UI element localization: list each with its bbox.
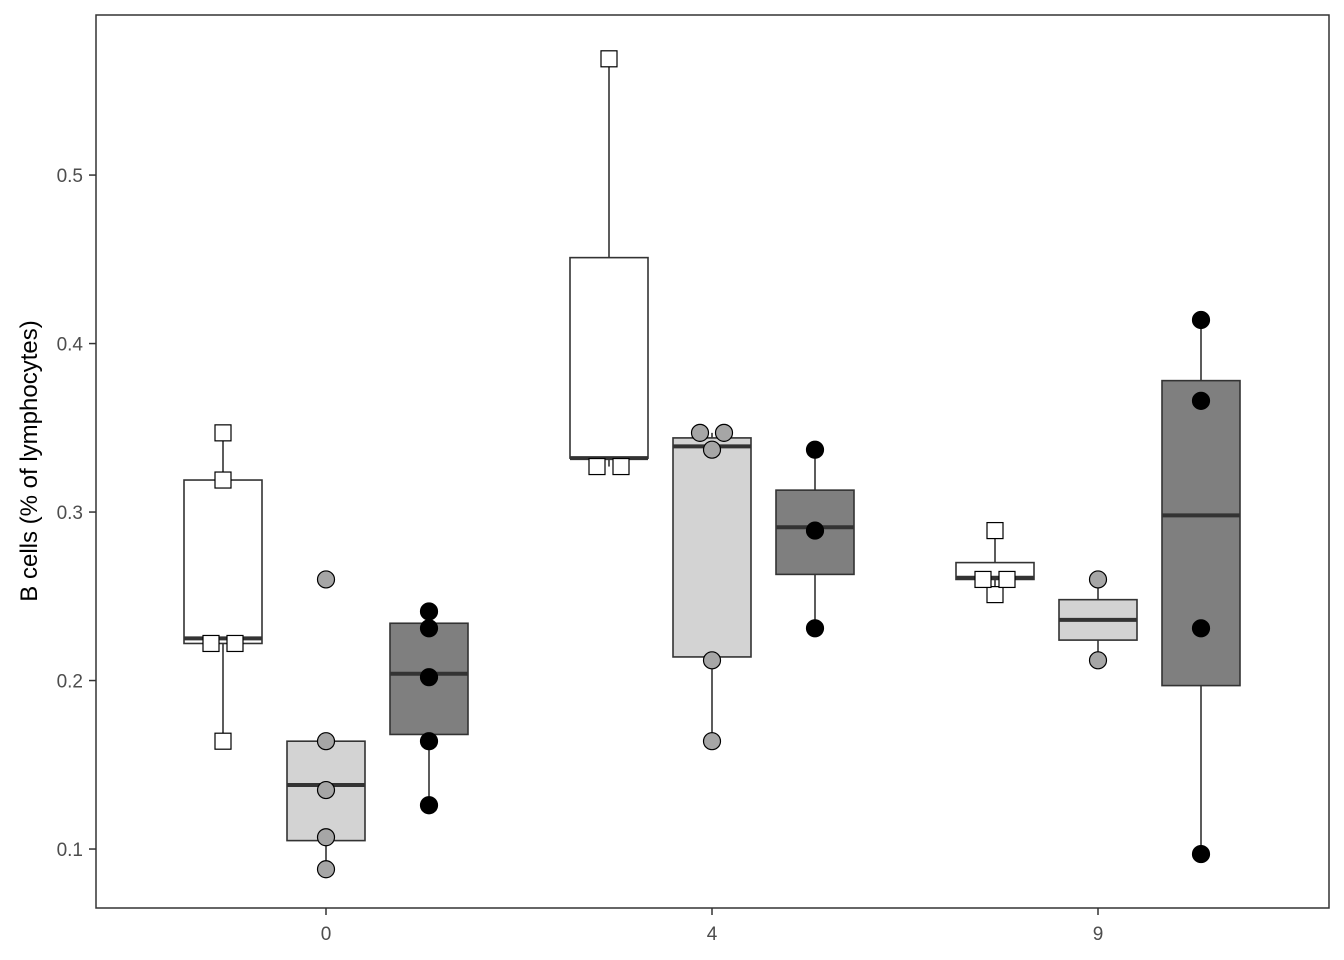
data-point [316, 860, 336, 879]
data-point [419, 602, 439, 621]
data-point [714, 423, 734, 442]
data-point [316, 828, 336, 847]
box-2-day-4 [672, 432, 752, 742]
data-point [600, 50, 618, 68]
data-point [202, 634, 220, 653]
box-2-day-9 [1058, 579, 1138, 661]
data-point [1088, 651, 1108, 670]
data-point [805, 619, 825, 638]
y-tick-label: 0.2 [57, 672, 83, 693]
data-point [588, 457, 606, 476]
y-axis-title: B cells (% of lymphocytes) [16, 320, 43, 601]
box-body [1161, 379, 1241, 687]
y-tick-label: 0.3 [57, 503, 83, 524]
data-point [1191, 310, 1211, 330]
data-point [986, 586, 1004, 604]
data-point [316, 732, 336, 751]
data-point [998, 570, 1016, 589]
data-point [316, 570, 336, 589]
data-point [805, 440, 825, 459]
y-axis: 0.1 0.2 0.3 0.4 0.5 [57, 166, 96, 861]
data-point [1191, 391, 1211, 410]
boxes-layer [183, 58, 1241, 870]
y-tick-label: 0.4 [57, 335, 84, 356]
x-tick-label: 9 [1093, 924, 1104, 945]
data-point [702, 732, 722, 751]
data-point [419, 668, 439, 687]
data-point [690, 423, 710, 442]
box-1-day-4 [569, 58, 649, 467]
data-point [419, 796, 439, 815]
points-layer [202, 50, 1211, 879]
data-point [1191, 844, 1211, 864]
data-point [226, 634, 244, 653]
data-point [702, 440, 722, 459]
data-point [214, 424, 232, 442]
x-axis: 0 4 9 [321, 908, 1104, 945]
data-point [702, 651, 722, 670]
data-point [805, 521, 825, 540]
box-body [569, 256, 649, 459]
data-point [612, 457, 630, 476]
data-point [1088, 570, 1108, 589]
box-1-day-0 [183, 432, 263, 742]
data-point [419, 619, 439, 638]
box-body [183, 479, 263, 645]
data-point [419, 732, 439, 751]
y-tick-label: 0.5 [57, 166, 83, 187]
x-tick-label: 0 [321, 924, 332, 945]
data-point [986, 521, 1004, 540]
box-body [672, 437, 752, 658]
data-point [214, 732, 232, 750]
data-point [1191, 619, 1211, 638]
data-point [214, 471, 232, 489]
data-point [316, 780, 336, 800]
y-tick-label: 0.1 [57, 840, 83, 861]
x-tick-label: 4 [707, 924, 718, 945]
data-point [974, 570, 992, 589]
